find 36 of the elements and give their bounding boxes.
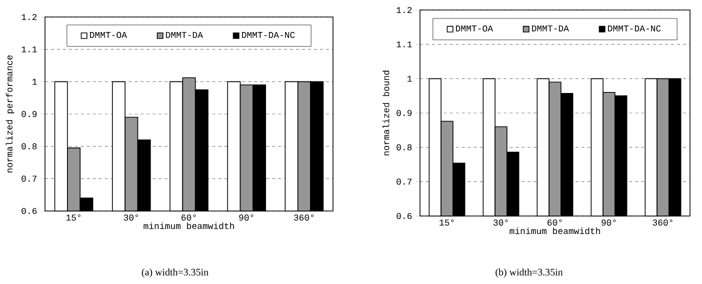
x-tick-label: 30°	[493, 220, 508, 226]
x-tick-label: 15°	[440, 220, 454, 226]
y-tick-label: 1.1	[22, 46, 37, 52]
y-axis-title: normalized bound	[382, 70, 390, 156]
y-axis-title: normalized performance	[6, 55, 14, 172]
x-tick-label: 60°	[548, 220, 562, 226]
legend-label: DMMT-OA	[90, 32, 127, 38]
y-tick-label: 1.1	[396, 41, 412, 48]
x-tick-label: 360°	[652, 220, 672, 226]
x-axis-title: minimum beamwidth	[510, 227, 600, 234]
text: (a) width=3.35in	[142, 268, 208, 278]
y-tick-label: 0.9	[396, 110, 412, 116]
y-tick-label: 0.7	[22, 176, 37, 182]
y-tick-label: 0.6	[396, 212, 412, 220]
y-tick-label: 0.9	[22, 110, 37, 118]
y-tick-label: 0.8	[396, 144, 412, 150]
legend-label: DMMT-DA	[532, 25, 569, 32]
y-tick-label: 0.6	[22, 208, 37, 214]
x-tick-label: 360°	[294, 214, 314, 221]
text: (b) width=3.35in	[496, 268, 563, 278]
y-tick-label: 1.2	[22, 14, 37, 20]
x-axis-title: minimum beamwidth	[144, 222, 234, 230]
y-tick-label: 1	[32, 78, 37, 85]
x-tick-label: 90°	[602, 220, 616, 226]
y-tick-label: 0.7	[396, 178, 412, 185]
x-tick-label: 30°	[124, 214, 138, 221]
legend-label: DMMT-DA-NC	[242, 32, 295, 38]
legend-label: DMMT-OA	[456, 25, 493, 32]
legend-label: DMMT-DA	[166, 32, 203, 38]
y-tick-label: 1.2	[396, 6, 412, 13]
x-tick-label: 90°	[239, 214, 254, 221]
y-tick-label: 0.8	[22, 143, 37, 150]
x-tick-label: 60°	[182, 214, 196, 221]
x-tick-label: 15°	[66, 214, 80, 221]
y-tick-label: 1	[407, 76, 412, 82]
legend-label: DMMT-DA-NC	[608, 25, 661, 32]
